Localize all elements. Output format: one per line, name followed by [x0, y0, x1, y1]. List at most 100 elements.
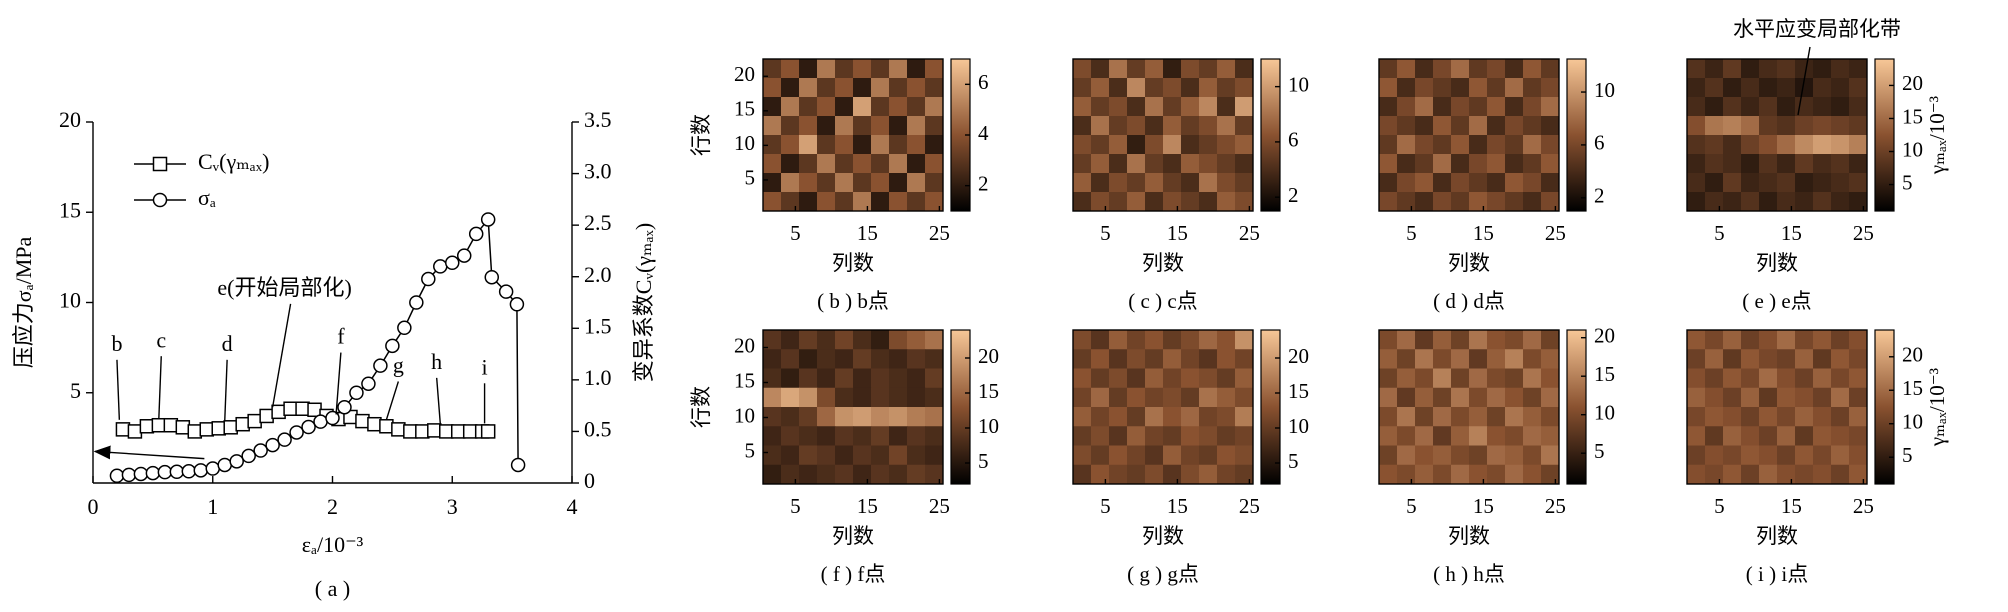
- heatmap-cell: [1723, 116, 1742, 136]
- heatmap-cell: [1235, 135, 1254, 155]
- heatmap-cell: [799, 368, 818, 389]
- x-tick-label: 5: [1714, 494, 1725, 518]
- y2-tick-label: 2.0: [584, 262, 612, 287]
- heatmap-cell: [1415, 192, 1434, 212]
- heatmap-cell: [853, 368, 872, 389]
- x-tick-label: 5: [1100, 494, 1111, 518]
- heatmap-cell: [1469, 59, 1488, 79]
- heatmap-cell: [835, 368, 854, 389]
- heatmap-cell: [1217, 135, 1236, 155]
- x-tick-label: 25: [1239, 221, 1260, 245]
- heatmap-cell: [1487, 192, 1506, 212]
- colorbar-tick-label: 15: [978, 379, 999, 403]
- heatmap-cell: [1687, 154, 1706, 174]
- heatmap-cell: [1163, 387, 1182, 408]
- heatmap-cell: [1415, 349, 1434, 369]
- x-axis-label: 列数: [832, 524, 874, 548]
- heatmap-cell: [853, 330, 872, 350]
- heatmap-cell: [799, 135, 818, 155]
- colorbar-tick-label: 20: [1902, 71, 1923, 95]
- heatmap-cell: [1813, 192, 1832, 212]
- heatmap-cell: [1849, 407, 1868, 427]
- heatmap-cell: [1687, 330, 1706, 350]
- heatmap-cell: [1199, 192, 1218, 212]
- heatmap-cell: [1451, 59, 1470, 79]
- colorbar-tick-label: 10: [1902, 137, 1923, 161]
- heatmap-cell: [1163, 407, 1182, 427]
- heatmap-cell: [1831, 154, 1850, 174]
- heatmap-cell: [1723, 368, 1742, 389]
- heatmap-cell: [1109, 154, 1128, 174]
- heatmap-cell: [1759, 192, 1778, 212]
- heatmap-cell: [871, 407, 890, 427]
- colorbar: [1260, 329, 1281, 485]
- heatmap-cell: [1759, 116, 1778, 136]
- heatmap-cell: [1523, 154, 1542, 174]
- heatmap-cell: [907, 173, 926, 193]
- heatmap-cell: [1759, 154, 1778, 174]
- colorbar-tick-label: 5: [1902, 170, 1913, 194]
- heatmap-cell: [1523, 78, 1542, 98]
- heatmap-cell: [1109, 116, 1128, 136]
- heatmap-cell: [1523, 407, 1542, 427]
- heatmap-cell: [1415, 407, 1434, 427]
- heatmap-cell: [1741, 192, 1760, 212]
- heatmap-cell: [1705, 445, 1724, 466]
- heatmap-cell: [1723, 59, 1742, 79]
- heatmap-cell: [1199, 97, 1218, 117]
- heatmap-panel: 5 15 25 列数 ( g ) g点 5 10 15 20: [1072, 329, 1309, 586]
- heatmap-panel: 5 15 25 列数 ( d ) d点 2 6 10: [1378, 58, 1615, 313]
- heatmap-cell: [1723, 445, 1742, 466]
- heatmap-cell: [1127, 78, 1146, 98]
- heatmap-cell: [799, 349, 818, 369]
- colorbar-tick-label: 10: [1288, 72, 1309, 96]
- heatmap-cell: [853, 59, 872, 79]
- heatmap-cell: [1541, 192, 1560, 212]
- y-tick-label: 10: [734, 403, 755, 427]
- heatmap-cell: [1145, 116, 1164, 136]
- heatmap-cell: [889, 368, 908, 389]
- heatmap-cell: [1705, 154, 1724, 174]
- heatmap-cell: [1109, 407, 1128, 427]
- heatmap-cell: [1849, 97, 1868, 117]
- heatmap-cell: [799, 78, 818, 98]
- y-tick-label: 10: [59, 288, 81, 313]
- heatmap-cell: [781, 78, 800, 98]
- heatmap-cell: [1741, 59, 1760, 79]
- y2-tick-label: 0.5: [584, 416, 612, 441]
- heatmap-cell: [1723, 78, 1742, 98]
- heatmap-cell: [1163, 116, 1182, 136]
- heatmap-cell: [1433, 407, 1452, 427]
- heatmap-cell: [1397, 78, 1416, 98]
- heatmap-cell: [817, 97, 836, 117]
- heatmap-cell: [1199, 407, 1218, 427]
- heatmap-cell: [1433, 59, 1452, 79]
- heatmap-cell: [1469, 173, 1488, 193]
- heatmap-cell: [1415, 135, 1434, 155]
- x-tick-label: 5: [790, 494, 801, 518]
- heatmap-cell: [1397, 173, 1416, 193]
- annotation: c: [156, 327, 166, 352]
- heatmap-cell: [835, 464, 854, 485]
- heatmap-cell: [1145, 135, 1164, 155]
- heatmap-cell: [799, 330, 818, 350]
- heatmap-cell: [907, 330, 926, 350]
- y-axis-label: 行数: [689, 386, 713, 428]
- annotation-leader: [335, 352, 342, 415]
- heatmap-cell: [889, 426, 908, 446]
- heatmap-cell: [1127, 173, 1146, 193]
- heatmap-cell: [1777, 349, 1796, 369]
- heatmap-cell: [781, 445, 800, 466]
- heatmap-cell: [1145, 173, 1164, 193]
- x-tick-label: 25: [929, 221, 950, 245]
- heatmap-cell: [1487, 78, 1506, 98]
- heatmap-cell: [781, 387, 800, 408]
- heatmap-cell: [1451, 135, 1470, 155]
- y-tick-label: 5: [745, 166, 756, 190]
- heatmap-cell: [907, 59, 926, 79]
- y-tick-label: 10: [734, 131, 755, 155]
- heatmap-cell: [907, 387, 926, 408]
- heatmap-cell: [1163, 368, 1182, 389]
- colorbar-tick-label: 6: [1594, 131, 1605, 155]
- heatmap-cell: [889, 59, 908, 79]
